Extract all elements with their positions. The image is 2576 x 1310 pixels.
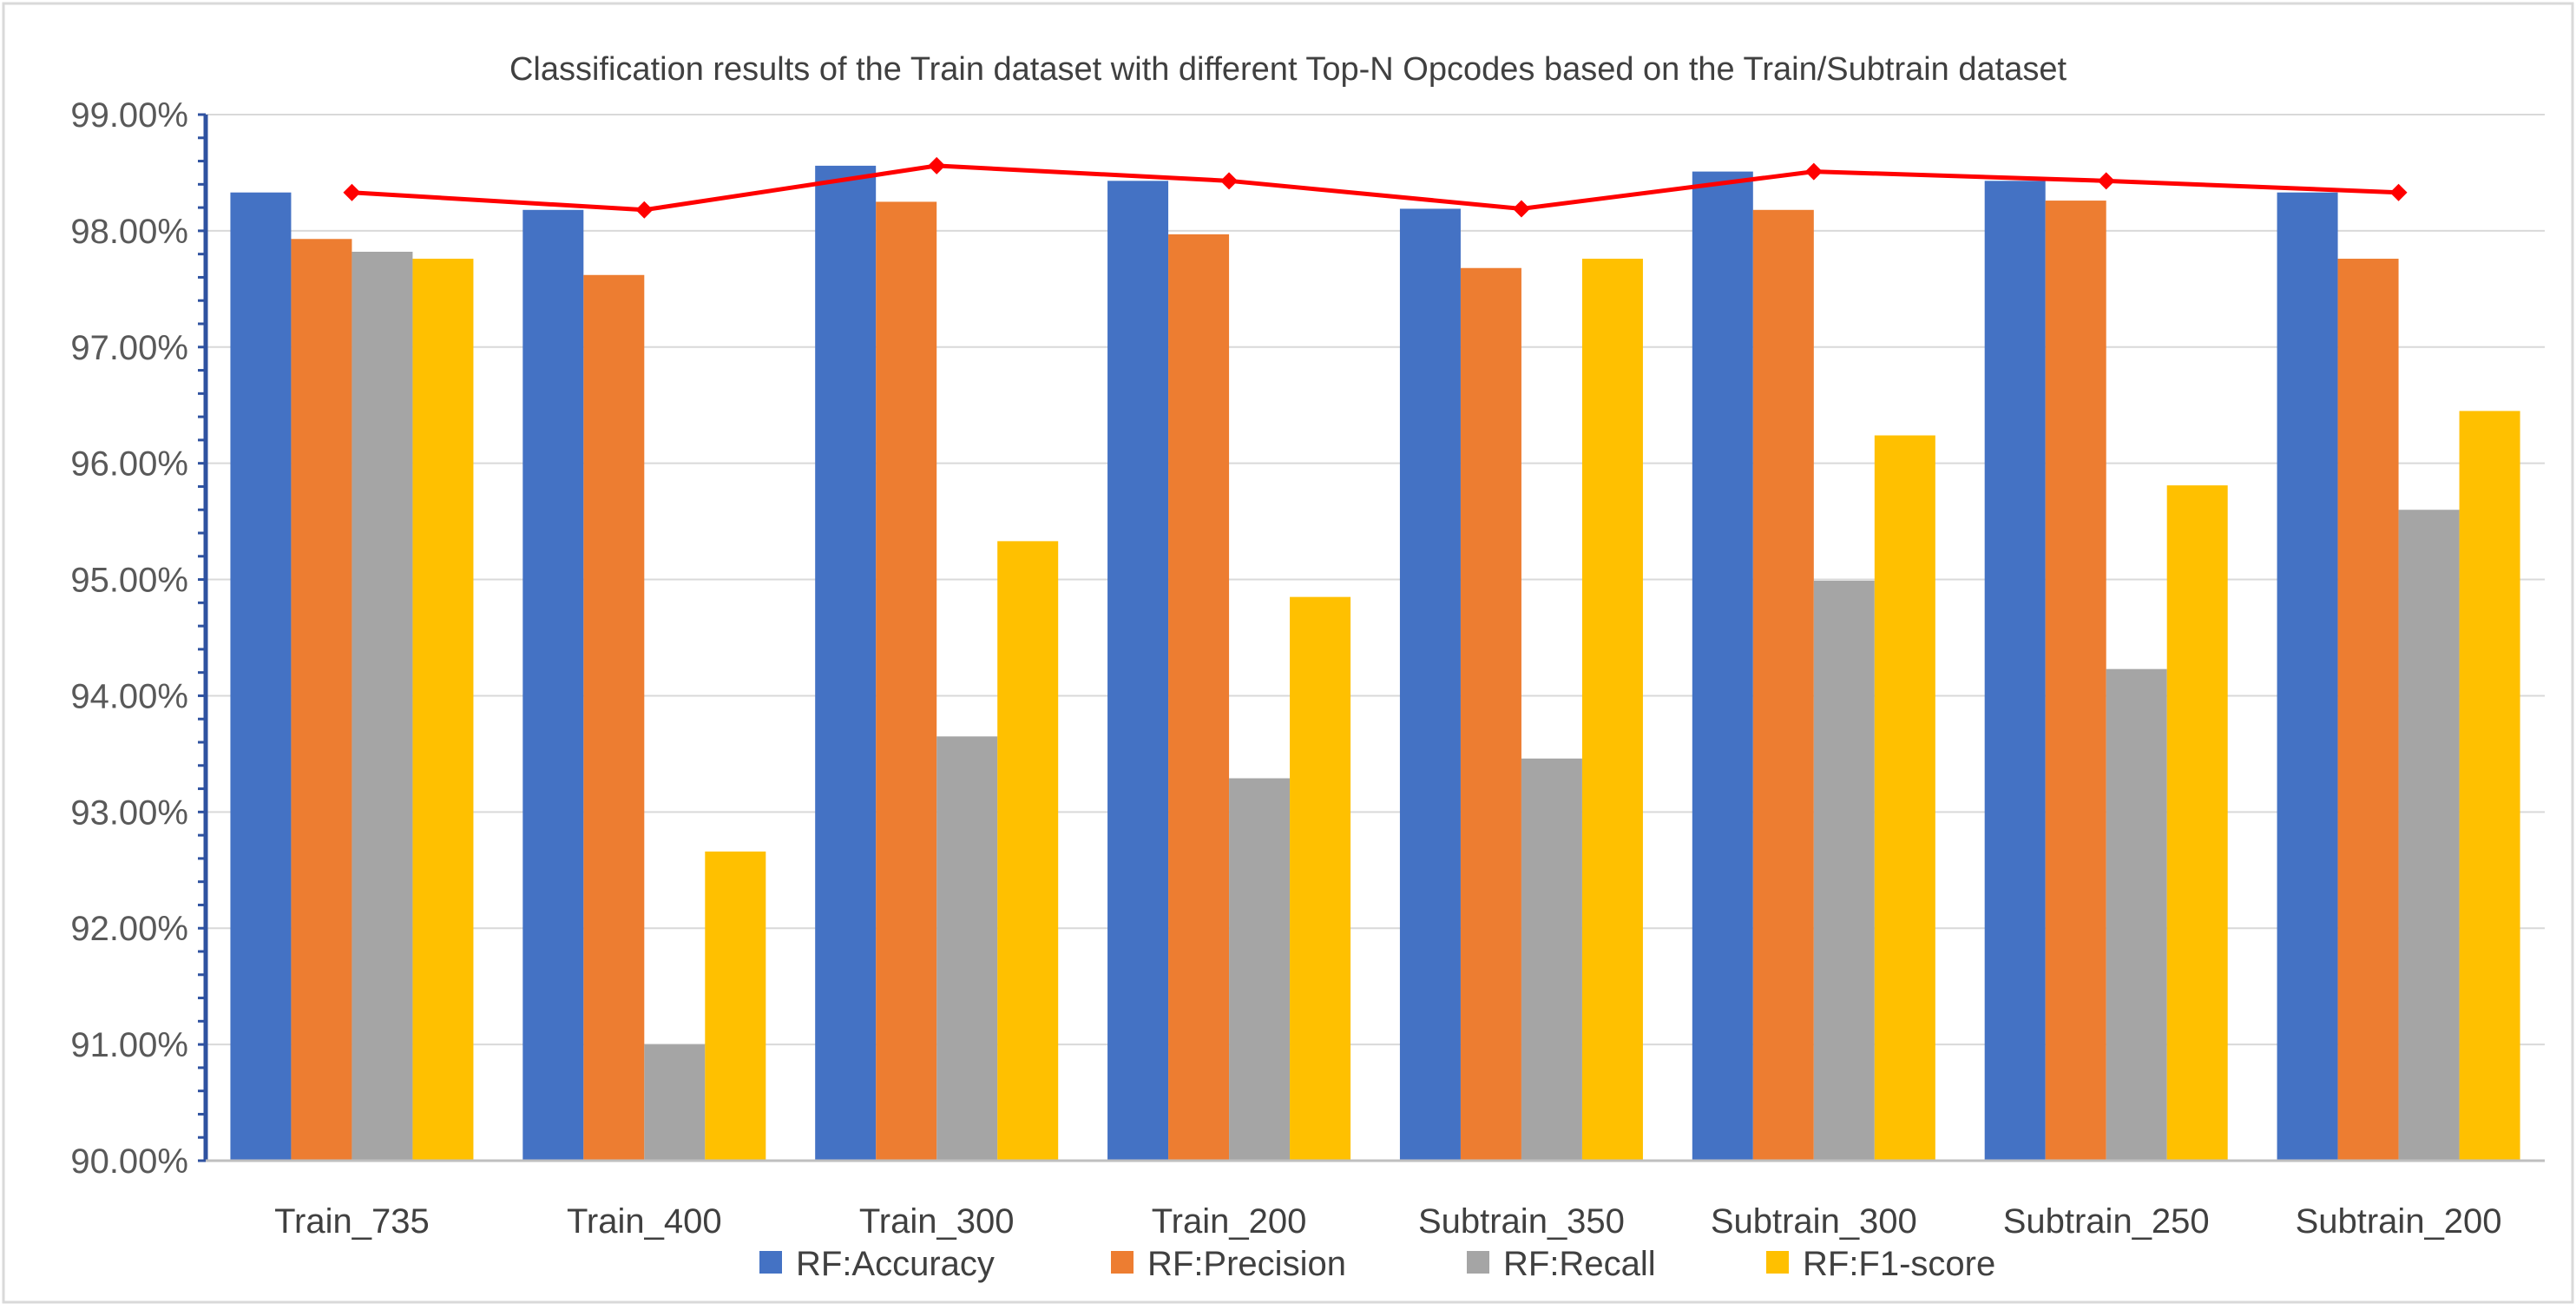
bar-rf-recall-subtrain_200 [2398, 510, 2460, 1161]
bar-rf-accuracy-subtrain_250 [1984, 181, 2046, 1162]
legend-swatch [1467, 1251, 1489, 1274]
y-tick-label: 90.00% [70, 1142, 188, 1181]
x-tick-label: Train_200 [1152, 1202, 1307, 1241]
y-tick-label: 94.00% [70, 677, 188, 715]
bar-rf-f1-score-train_400 [705, 851, 766, 1161]
axes [198, 113, 2545, 1162]
legend-label: RF:Precision [1147, 1245, 1346, 1283]
bar-rf-precision-subtrain_350 [1460, 267, 1521, 1161]
bar-rf-precision-subtrain_200 [2337, 259, 2399, 1161]
bar-rf-f1-score-subtrain_350 [1581, 259, 1643, 1161]
bar-rf-accuracy-train_735 [230, 192, 292, 1161]
legend-swatch [759, 1251, 782, 1274]
legend-label: RF:Accuracy [796, 1245, 995, 1283]
y-tick-label: 99.00% [70, 96, 188, 135]
legend-swatch [1766, 1251, 1789, 1274]
accuracy-trend-line [343, 156, 2408, 219]
bar-rf-f1-score-train_300 [997, 541, 1059, 1161]
bar-rf-recall-subtrain_350 [1521, 758, 1582, 1161]
y-tick-label: 97.00% [70, 329, 188, 367]
bar-rf-precision-train_735 [291, 239, 352, 1161]
bar-rf-f1-score-subtrain_300 [1874, 435, 1935, 1161]
x-tick-label: Subtrain_250 [2003, 1202, 2210, 1241]
bar-rf-f1-score-train_200 [1290, 596, 1351, 1161]
trend-marker [1804, 162, 1823, 181]
y-tick-label: 95.00% [70, 562, 188, 600]
legend-swatch [1111, 1251, 1134, 1274]
bar-rf-recall-train_200 [1229, 778, 1291, 1161]
y-tick-label: 93.00% [70, 793, 188, 832]
x-tick-label: Subtrain_300 [1711, 1202, 1917, 1241]
x-axis-tick-labels: Train_735 Train_400 Train_300 Train_200 Subt… [274, 1202, 2501, 1241]
bar-rf-accuracy-train_200 [1107, 181, 1169, 1162]
trend-marker [2389, 183, 2408, 201]
trend-marker [343, 183, 361, 201]
bar-rf-accuracy-train_300 [815, 165, 877, 1161]
bar-rf-accuracy-train_400 [522, 209, 584, 1161]
bar-rf-recall-train_300 [936, 736, 998, 1161]
bar-rf-precision-train_400 [583, 274, 645, 1161]
x-tick-label: Subtrain_350 [1418, 1202, 1625, 1241]
bar-rf-f1-score-train_735 [412, 259, 474, 1161]
bar-rf-precision-train_300 [876, 201, 937, 1162]
bar-rf-f1-score-subtrain_250 [2166, 485, 2228, 1161]
trend-marker [635, 201, 654, 219]
y-tick-label: 92.00% [70, 910, 188, 948]
bar-rf-accuracy-subtrain_350 [1399, 208, 1461, 1162]
trend-line [352, 163, 2399, 213]
y-tick-label: 96.00% [70, 445, 188, 484]
bar-rf-precision-train_200 [1168, 234, 1230, 1162]
bar-rf-accuracy-subtrain_200 [2277, 192, 2338, 1161]
trend-marker [1220, 172, 1239, 190]
bar-rf-recall-train_400 [644, 1044, 706, 1161]
bar-rf-precision-subtrain_250 [2045, 201, 2106, 1162]
y-axis-tick-labels: 90.00% 91.00% 92.00% 93.00% 94.00% 95.00% 96.0… [70, 96, 188, 1181]
chart-title: Classification results of the Train data… [509, 51, 2067, 88]
legend-label: RF:Recall [1503, 1245, 1656, 1283]
legend: RF:Accuracy RF:Precision RF:Recall RF:F1-sc… [759, 1245, 1995, 1283]
bar-rf-accuracy-subtrain_300 [1692, 171, 1753, 1161]
bar-rf-recall-train_735 [352, 251, 413, 1161]
trend-marker [928, 156, 946, 174]
bars [230, 165, 2520, 1162]
bar-rf-precision-subtrain_300 [1752, 209, 1814, 1161]
bar-rf-recall-subtrain_250 [2106, 668, 2167, 1161]
x-tick-label: Train_400 [567, 1202, 722, 1241]
bar-rf-f1-score-subtrain_200 [2459, 411, 2520, 1162]
x-tick-label: Train_735 [274, 1202, 430, 1241]
y-tick-label: 91.00% [70, 1026, 188, 1064]
trend-marker [1512, 200, 1530, 218]
legend-label: RF:F1-score [1803, 1245, 1995, 1283]
y-tick-label: 98.00% [70, 213, 188, 251]
x-tick-label: Subtrain_200 [2296, 1202, 2502, 1241]
bar-rf-recall-subtrain_300 [1813, 580, 1875, 1161]
trend-marker [2097, 172, 2115, 190]
x-tick-label: Train_300 [859, 1202, 1015, 1241]
